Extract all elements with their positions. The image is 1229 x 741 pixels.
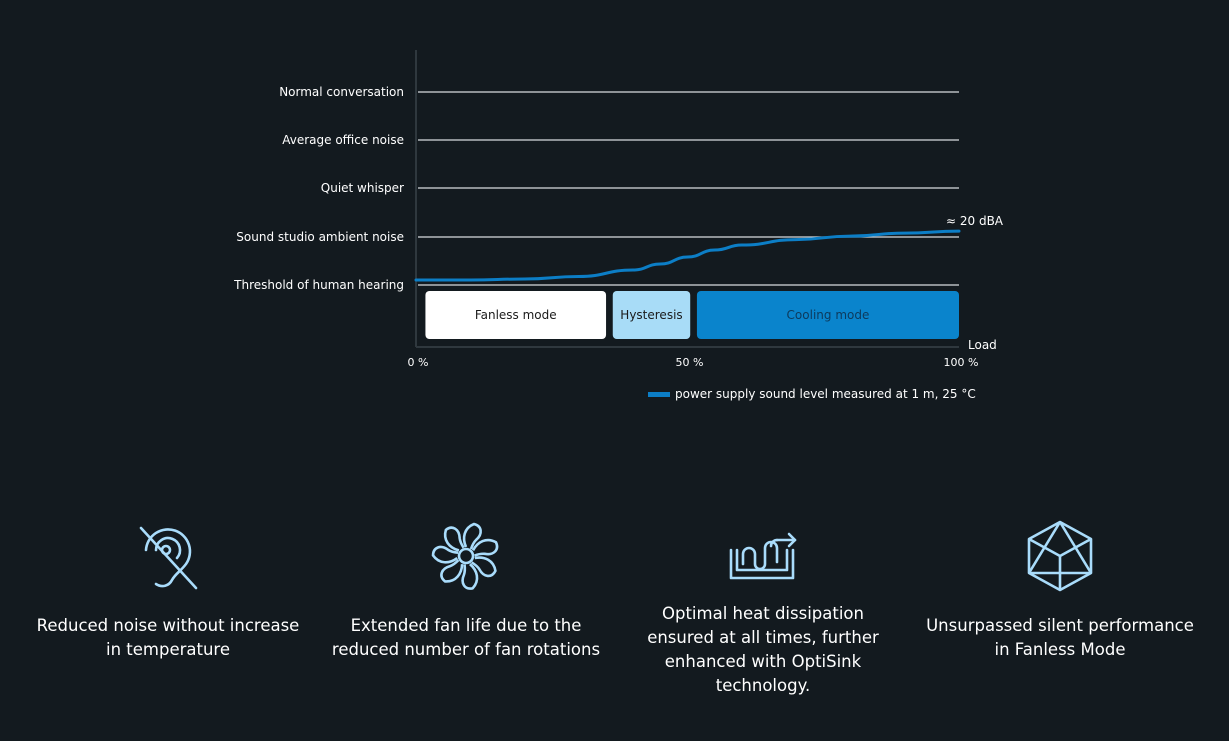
feature-text: Reduced noise without increase in temper… xyxy=(36,616,300,659)
y-tick-label: Quiet whisper xyxy=(321,181,404,195)
y-tick-label: Threshold of human hearing xyxy=(233,278,404,292)
mode-band xyxy=(696,291,959,339)
x-tick-label: 50 % xyxy=(676,356,704,369)
x-tick-label: 100 % xyxy=(944,356,979,369)
silent-cube-icon xyxy=(925,518,1195,594)
feature-fan-life: Extended fan life due to the reduced num… xyxy=(331,518,601,662)
legend-swatch xyxy=(648,392,670,397)
heat-dissipation-icon xyxy=(628,518,898,594)
mode-band xyxy=(425,291,607,339)
feature-text: Unsurpassed silent performance in Fanles… xyxy=(926,616,1194,659)
mode-label: Hysteresis xyxy=(620,308,682,322)
y-tick-label: Average office noise xyxy=(282,133,404,147)
end-annotation: ≈ 20 dBA xyxy=(946,214,1004,228)
feature-text: Optimal heat dissipation ensured at all … xyxy=(647,604,879,695)
series-line xyxy=(414,229,961,282)
fan-icon xyxy=(331,518,601,594)
mode-label: Cooling mode xyxy=(787,308,870,322)
mode-label: Fanless mode xyxy=(475,308,557,322)
feature-reduced-noise: Reduced noise without increase in temper… xyxy=(33,518,303,662)
legend-label: power supply sound level measured at 1 m… xyxy=(675,387,976,401)
y-tick-label: Sound studio ambient noise xyxy=(236,230,404,244)
feature-silent-performance: Unsurpassed silent performance in Fanles… xyxy=(925,518,1195,662)
reduced-noise-icon xyxy=(33,518,303,594)
y-tick-label: Normal conversation xyxy=(279,85,404,99)
noise-level-chart: Threshold of human hearing Sound studio a… xyxy=(233,50,1004,401)
feature-heat-dissipation: Optimal heat dissipation ensured at all … xyxy=(628,518,898,698)
mode-band xyxy=(612,291,691,339)
feature-text: Extended fan life due to the reduced num… xyxy=(331,616,601,659)
x-axis-label: Load xyxy=(968,338,997,352)
x-tick-label: 0 % xyxy=(408,356,429,369)
